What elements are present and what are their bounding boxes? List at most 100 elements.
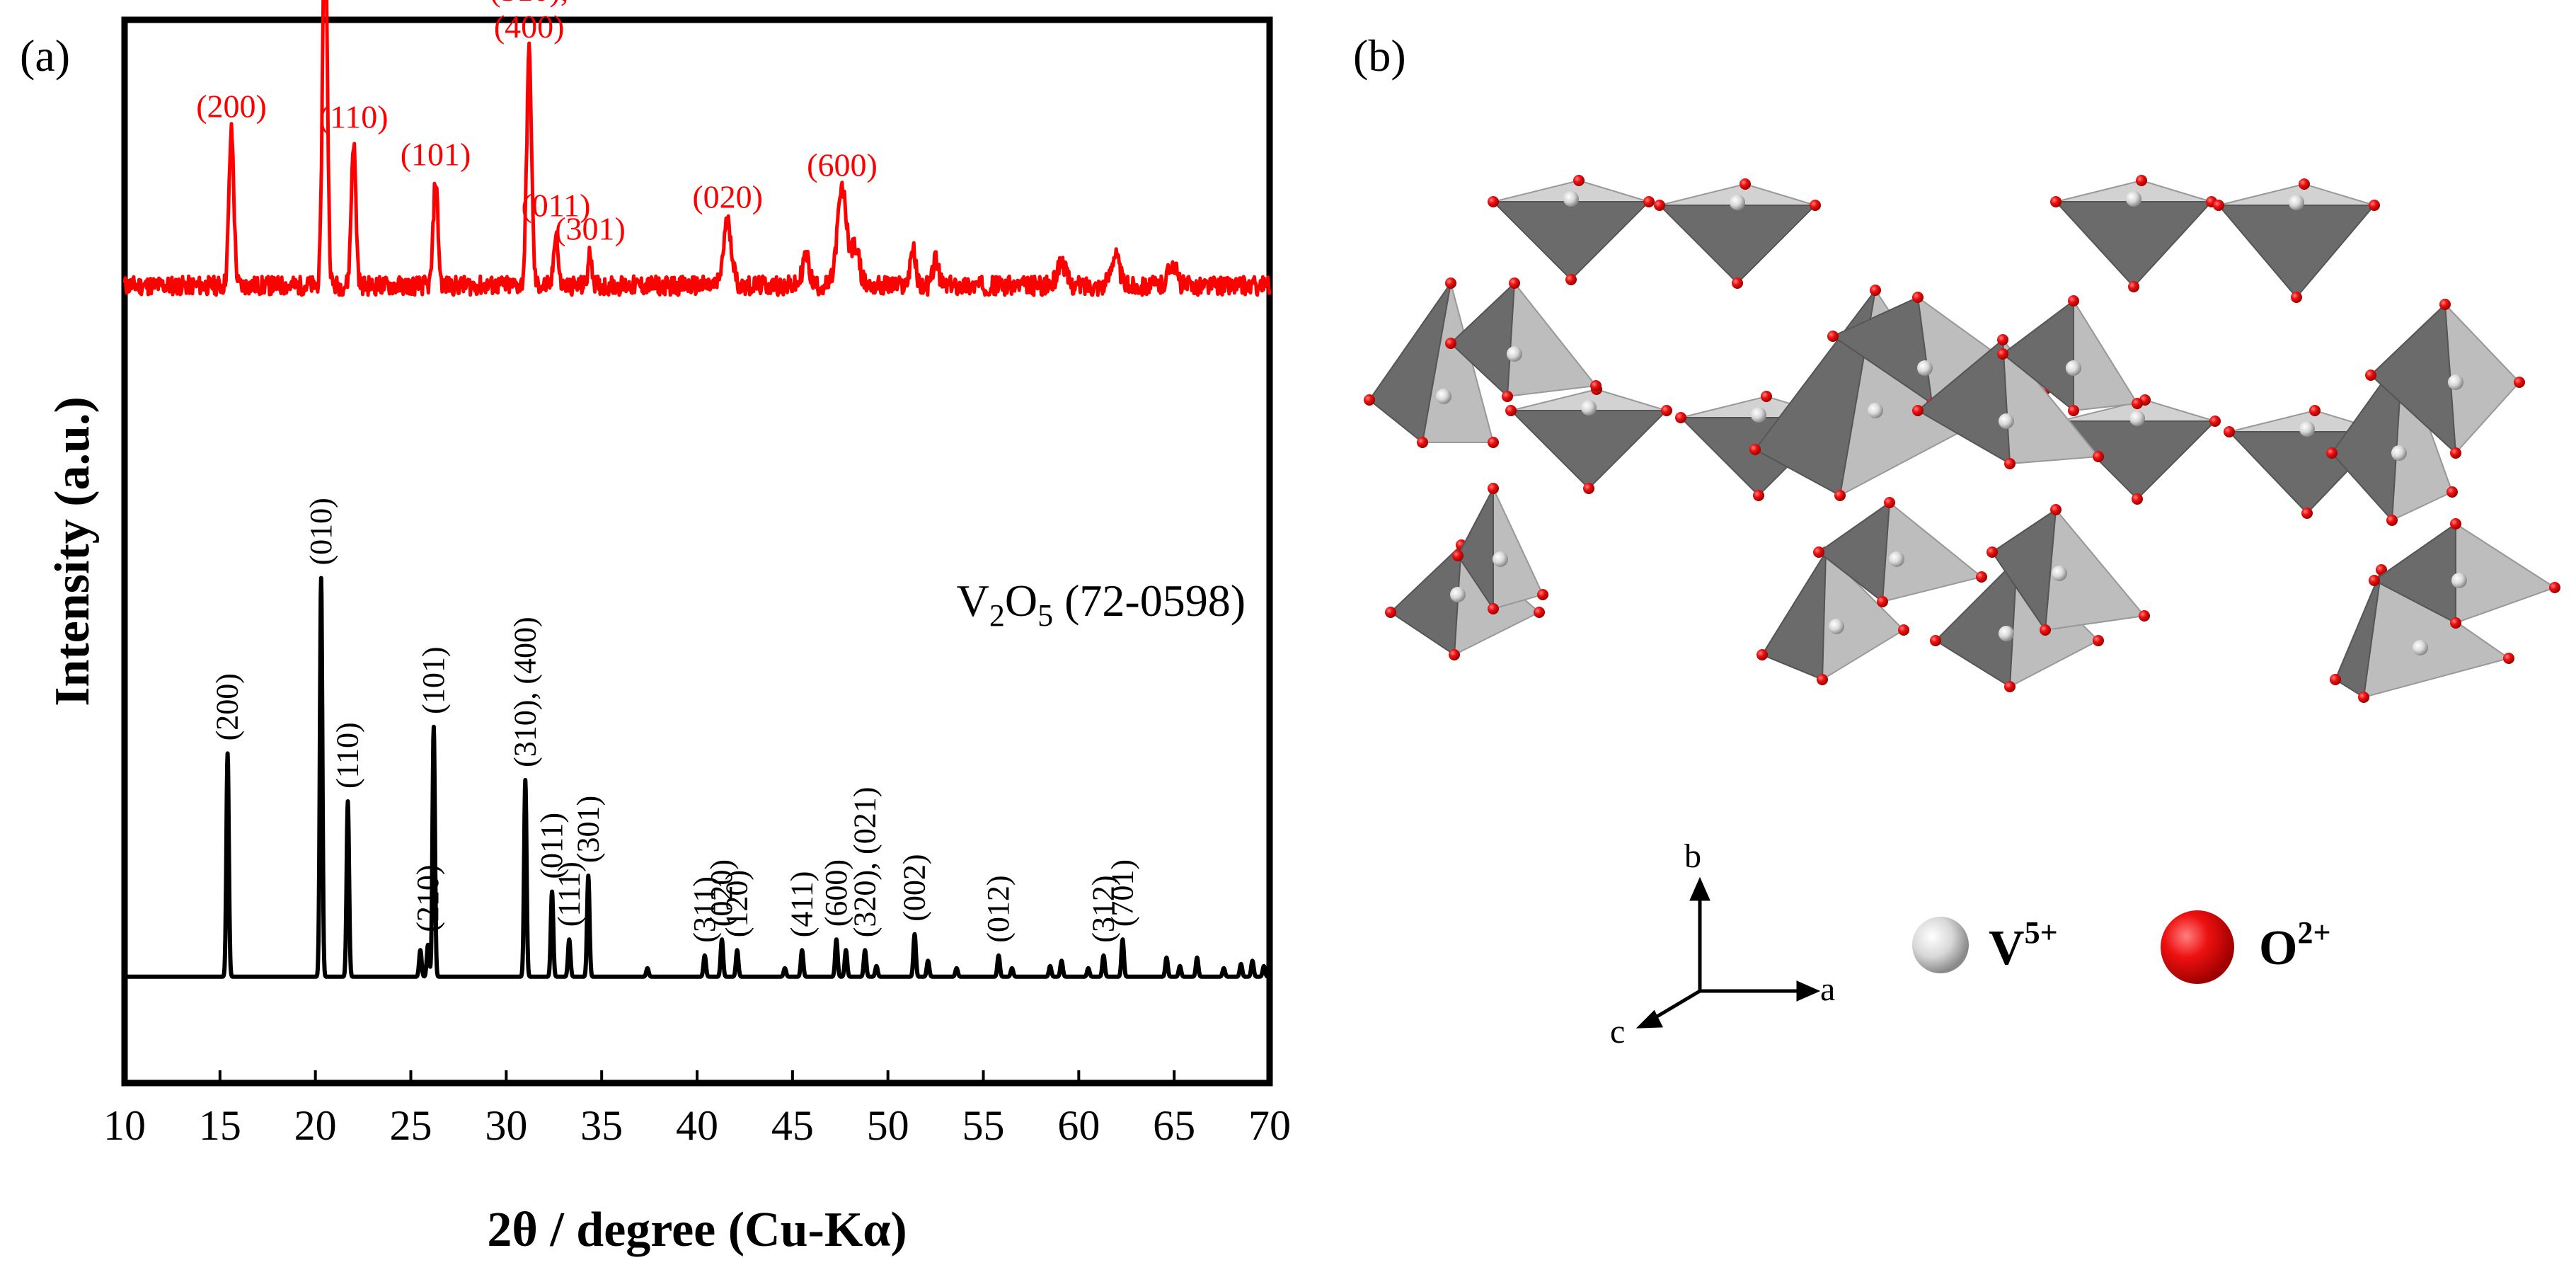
x-tick-label: 60 [1057, 1102, 1100, 1149]
oxygen-atom [1488, 483, 1499, 494]
oxygen-atom [1912, 405, 1924, 416]
x-tick-label: 55 [962, 1102, 1005, 1149]
oxygen-atom [2128, 281, 2139, 292]
oxygen-atom [1502, 391, 1513, 402]
svg-text:O2+: O2+ [2259, 915, 2331, 975]
vanadium-atom [1581, 400, 1597, 416]
oxygen-atom [1488, 437, 1499, 448]
oxygen-atom [1870, 285, 1881, 296]
x-tick-label: 40 [676, 1102, 718, 1149]
oxygen-atom [2213, 200, 2224, 211]
axis-c-label: c [1610, 1013, 1625, 1050]
oxygen-atom [1661, 405, 1672, 416]
oxygen-atom [1537, 589, 1548, 600]
vanadium-atom [2413, 640, 2428, 655]
reference-peak-label: (312) [1086, 875, 1120, 942]
oxygen-atom [2132, 493, 2143, 505]
reference-peak-label: (210) [410, 864, 445, 932]
vanadium-atom [2448, 374, 2463, 390]
oxygen-atom [1509, 277, 1520, 289]
oxygen-atom [1364, 394, 1375, 406]
vo5-pyramid [1452, 483, 1548, 614]
vanadium-atom [2391, 445, 2407, 461]
vanadium-atom [2052, 566, 2067, 581]
oxygen-atom [2299, 178, 2310, 190]
sample-peak-label: (200) [196, 88, 267, 125]
vanadium-atom [2289, 195, 2304, 210]
oxygen-atom [1732, 277, 1743, 289]
oxygen-atom [2068, 405, 2079, 416]
oxygen-atom [1810, 200, 1821, 211]
oxygen-atom [2004, 681, 2016, 692]
vo5-pyramid [1756, 546, 1909, 685]
oxygen-atom [1761, 391, 1772, 402]
crystal-structure [1364, 175, 2560, 703]
oxygen-atom [2358, 692, 2369, 703]
legend-v: V5+ [1912, 915, 2058, 975]
oxygen-atom [1505, 405, 1517, 416]
oxygen-atom [2450, 518, 2461, 529]
vo5-pyramid [2054, 394, 2221, 505]
series-sample-line [122, 0, 1272, 297]
vanadium-atom [1917, 360, 1933, 376]
oxygen-atom [1898, 624, 1909, 636]
oxygen-atom [1590, 380, 1602, 391]
oxygen-atom [2291, 292, 2302, 303]
x-tick-label: 65 [1153, 1102, 1195, 1149]
reference-peak-label: (701) [1105, 859, 1139, 927]
oxygen-atom [2224, 426, 2235, 437]
oxygen-atom [1986, 546, 1998, 558]
oxygen-atom [1877, 596, 1888, 607]
vanadium-atom [1999, 626, 2014, 641]
x-tick-label: 35 [580, 1102, 623, 1149]
reference-peak-label: (012) [981, 875, 1016, 942]
sample-peak-label: (310),(400) [490, 0, 568, 45]
oxygen-atom [2376, 564, 2387, 575]
oxygen-atom [1749, 444, 1761, 455]
vanadium-atom [1563, 191, 1579, 207]
x-tick-label: 25 [390, 1102, 432, 1149]
reference-peak-label: (111) [551, 861, 586, 927]
oxygen-atom [1756, 649, 1768, 660]
series-reference-line [122, 575, 1272, 979]
oxygen-atom [1654, 200, 1665, 211]
series-layer [122, 0, 1272, 979]
sample-peak-label: (020) [692, 178, 763, 214]
oxygen-atom [1488, 196, 1499, 207]
oxygen-atom [2365, 370, 2376, 381]
xrd-chart: 10 15 20 25 30 35 40 45 50 55 60 65 70 (200) (010) (11… [45, 0, 1291, 1257]
reference-peak-label: (101) [416, 647, 451, 714]
oxygen-atom [1740, 178, 1751, 190]
oxygen-atom [2439, 299, 2451, 310]
oxygen-atom [1445, 338, 1456, 349]
reference-label: V2O5 (72-0598) [957, 575, 1246, 633]
oxygen-atom [1997, 348, 2008, 360]
oxygen-atom [1813, 546, 1824, 558]
oxygen-atom [1997, 334, 2008, 345]
oxygen-atom [1385, 607, 1396, 618]
vo5-pyramid [1364, 277, 1499, 448]
vanadium-atom [2066, 360, 2081, 376]
oxygen-atom [2093, 451, 2104, 462]
oxygen-atom [2136, 175, 2147, 186]
reference-peak-label: (200) [210, 673, 245, 740]
oxygen-atom [1827, 331, 1839, 342]
oxygen-atom [1976, 571, 1987, 583]
oxygen-atom [2450, 617, 2461, 629]
oxygen-atom [1452, 550, 1464, 561]
oxygen-atom [1753, 490, 1764, 501]
x-tick-label: 15 [199, 1102, 241, 1149]
oxygen-atom [2004, 458, 2016, 469]
vanadium-atom [1493, 551, 1508, 567]
oxygen-atom [2514, 377, 2525, 388]
vo5-pyramid [2213, 178, 2380, 303]
x-axis: 10 15 20 25 30 35 40 45 50 55 60 65 70 [103, 1070, 1291, 1149]
y-axis-title: Intensity (a.u.) [45, 396, 100, 706]
reference-peak-label: (011) [534, 813, 569, 879]
x-tick-label: 45 [771, 1102, 814, 1149]
x-tick-label: 70 [1248, 1102, 1291, 1149]
reference-peak-label: (301) [570, 796, 605, 863]
x-axis-title: 2θ / degree (Cu-Kα) [487, 1203, 907, 1257]
oxygen-atom [1912, 292, 1924, 303]
